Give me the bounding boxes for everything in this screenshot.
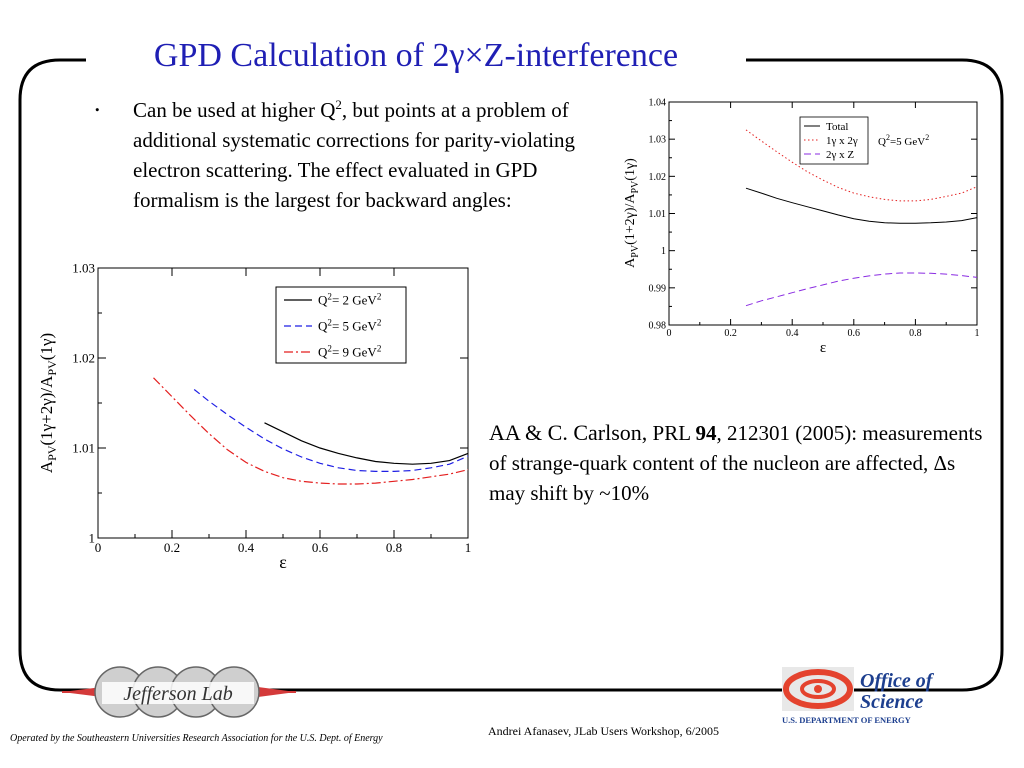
x-tick-label: 1	[975, 328, 980, 339]
chart-left-xlabel: ε	[279, 552, 287, 572]
bullet-text: Can be used at higher Q2, but points at …	[133, 90, 603, 215]
series-line-2	[745, 272, 978, 307]
x-tick-label: 0.4	[786, 328, 799, 339]
series-line-0	[745, 187, 978, 224]
x-tick-label: 0.2	[164, 540, 180, 555]
office-of-science-line2: Science	[860, 691, 923, 713]
y-tick-label: 0.98	[649, 321, 667, 332]
legend-label-0: Q2= 2 GeV2	[318, 291, 382, 307]
chart-right-annotation: Q2=5 GeV2	[878, 133, 929, 148]
series-line-1	[745, 129, 978, 202]
citation-journal: PRL	[652, 421, 691, 445]
citation-volume: 94	[695, 421, 717, 445]
y-tick-label: 1.03	[649, 135, 667, 146]
y-tick-label: 1.01	[72, 441, 95, 456]
operated-by-footer: Operated by the Southeastern Universitie…	[10, 733, 383, 744]
y-tick-label: 0.99	[649, 283, 667, 294]
y-tick-label: 1	[89, 531, 96, 546]
legend-label-2: Q2= 9 GeV2	[318, 343, 382, 359]
citation: AA & C. Carlson, PRL 94, 212301 (2005): …	[489, 418, 989, 508]
chart-right-ylabel: APV(1+2γ)/APV(1γ)	[623, 158, 641, 268]
legend-label-1: 1γ x 2γ	[826, 135, 858, 147]
jefferson-lab-logo-text: Jefferson Lab	[123, 683, 232, 705]
x-tick-label: 0.6	[312, 540, 329, 555]
x-tick-label: 0.8	[909, 328, 922, 339]
bullet-marker: .	[94, 88, 101, 117]
series-line-0	[264, 422, 469, 465]
y-tick-label: 1.02	[649, 172, 667, 183]
office-of-science-logo: Office of Science U.S. DEPARTMENT OF ENE…	[782, 667, 935, 725]
y-tick-label: 1.01	[649, 209, 667, 220]
x-tick-label: 0.2	[724, 328, 737, 339]
legend-label-2: 2γ x Z	[826, 149, 854, 161]
series-line-2	[153, 377, 469, 485]
chart-right-legend	[799, 116, 869, 165]
x-tick-label: 1	[465, 540, 472, 555]
series-line-1	[193, 389, 469, 472]
x-tick-label: 0	[667, 328, 672, 339]
x-tick-label: 0.6	[848, 328, 861, 339]
bullet-superscript: 2	[335, 97, 342, 112]
bullet-text-part1: Can be used at higher Q	[133, 98, 336, 122]
y-tick-label: 1	[661, 246, 666, 257]
legend-label-0: Total	[826, 121, 848, 133]
jefferson-lab-logo: Jefferson Lab	[62, 666, 296, 718]
y-tick-label: 1.02	[72, 351, 95, 366]
office-of-science-line3: U.S. DEPARTMENT OF ENERGY	[782, 715, 911, 725]
presentation-credit: Andrei Afanasev, JLab Users Workshop, 6/…	[488, 724, 719, 738]
office-of-science-line1: Office of	[860, 670, 935, 692]
x-tick-label: 0	[95, 540, 102, 555]
y-tick-label: 1.03	[72, 261, 95, 276]
bullet-text-part2: , but points at a problem of additional …	[133, 98, 576, 212]
x-tick-label: 0.4	[238, 540, 255, 555]
citation-text: measurements of strange-quark content of…	[489, 421, 983, 505]
chart-right-xlabel: ε	[820, 340, 826, 356]
legend-label-1: Q2= 5 GeV2	[318, 317, 382, 333]
citation-pages: , 212301 (2005):	[716, 421, 858, 445]
y-tick-label: 1.04	[649, 98, 667, 109]
page-title: GPD Calculation of 2γ×Z-interference	[86, 36, 746, 76]
x-tick-label: 0.8	[386, 540, 402, 555]
citation-authors: AA & C. Carlson,	[489, 420, 648, 445]
